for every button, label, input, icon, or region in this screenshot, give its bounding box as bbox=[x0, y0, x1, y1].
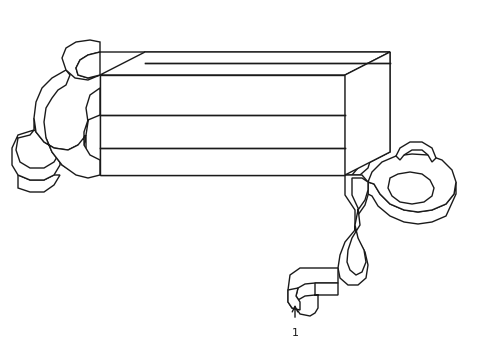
Polygon shape bbox=[345, 52, 389, 175]
Polygon shape bbox=[100, 75, 345, 175]
Polygon shape bbox=[345, 52, 389, 175]
Polygon shape bbox=[34, 70, 100, 178]
Polygon shape bbox=[34, 118, 86, 170]
Polygon shape bbox=[337, 175, 367, 285]
Polygon shape bbox=[295, 283, 337, 316]
Polygon shape bbox=[76, 52, 145, 78]
Polygon shape bbox=[12, 130, 60, 180]
Polygon shape bbox=[62, 40, 100, 80]
Polygon shape bbox=[100, 75, 345, 175]
Polygon shape bbox=[287, 288, 299, 310]
Polygon shape bbox=[345, 130, 371, 175]
Polygon shape bbox=[100, 52, 389, 75]
Polygon shape bbox=[387, 172, 433, 204]
Polygon shape bbox=[367, 182, 455, 224]
Polygon shape bbox=[346, 178, 367, 275]
Text: 1: 1 bbox=[291, 328, 298, 338]
Polygon shape bbox=[76, 52, 100, 78]
Polygon shape bbox=[287, 268, 337, 310]
Polygon shape bbox=[367, 154, 455, 212]
Polygon shape bbox=[18, 175, 60, 192]
Polygon shape bbox=[395, 142, 435, 162]
Polygon shape bbox=[100, 52, 389, 75]
Polygon shape bbox=[345, 138, 359, 175]
